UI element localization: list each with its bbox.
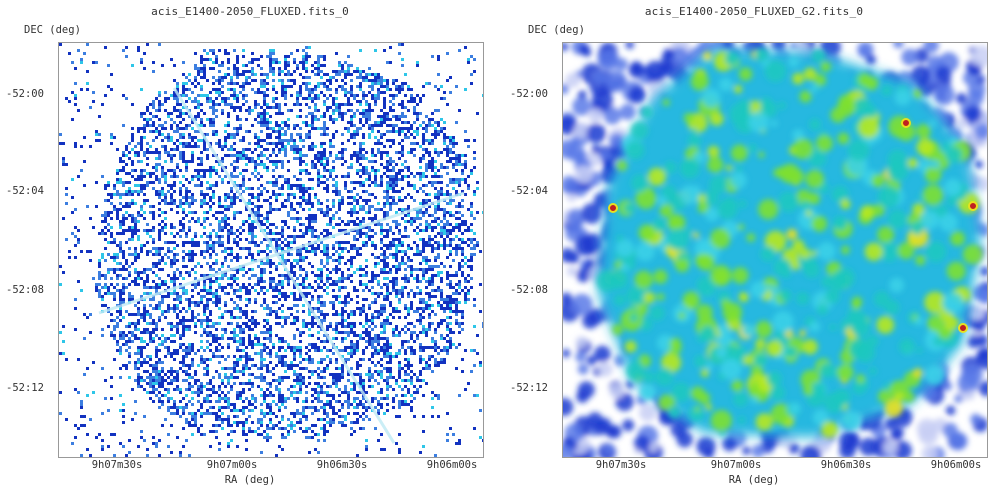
- x-tick-label: 9h06m00s: [930, 459, 982, 471]
- y-tick-label: -52:08: [6, 284, 44, 296]
- emission-clumps: [596, 48, 983, 438]
- panel-title: acis_E1400-2050_FLUXED_G2.fits_0: [644, 5, 864, 18]
- x-tick-label: 9h07m30s: [91, 459, 143, 471]
- counts-pixels: [59, 43, 483, 457]
- y-tick-label: -52:04: [510, 185, 548, 197]
- x-tick-label: 9h06m00s: [426, 459, 478, 471]
- y-tick-label: -52:00: [6, 88, 44, 100]
- image-plot-area[interactable]: [562, 42, 988, 458]
- y-axis-label: DEC (deg): [24, 24, 81, 36]
- x-tick-label: 9h06m30s: [820, 459, 872, 471]
- panel-title: acis_E1400-2050_FLUXED.fits_0: [151, 5, 349, 18]
- image-plot-area[interactable]: [58, 42, 484, 458]
- y-tick-label: -52:12: [510, 382, 548, 394]
- x-tick-label: 9h07m00s: [206, 459, 258, 471]
- point-source: [901, 118, 911, 128]
- smoothed-image: [563, 43, 987, 457]
- x-tick-label: 9h07m00s: [710, 459, 762, 471]
- x-tick-label: 9h06m30s: [316, 459, 368, 471]
- image-panel-right: acis_E1400-2050_FLUXED_G2.fits_0 DEC (de…: [504, 0, 1000, 494]
- counts-image: [59, 43, 483, 457]
- image-panel-left: acis_E1400-2050_FLUXED.fits_0 DEC (deg) …: [6, 5, 484, 486]
- y-tick-label: -52:04: [6, 185, 44, 197]
- chip-gap-line: [98, 191, 465, 315]
- x-tick-label: 9h07m30s: [595, 459, 647, 471]
- point-source: [968, 201, 978, 211]
- point-source: [608, 203, 618, 213]
- y-tick-label: -52:08: [510, 284, 548, 296]
- y-axis-label: DEC (deg): [528, 24, 585, 36]
- point-source: [958, 323, 968, 333]
- y-tick-label: -52:00: [510, 88, 548, 100]
- x-axis-label: RA (deg): [224, 474, 276, 486]
- y-tick-label: -52:12: [6, 382, 44, 394]
- x-axis-label: RA (deg): [728, 474, 780, 486]
- chip-gap-line: [172, 87, 396, 444]
